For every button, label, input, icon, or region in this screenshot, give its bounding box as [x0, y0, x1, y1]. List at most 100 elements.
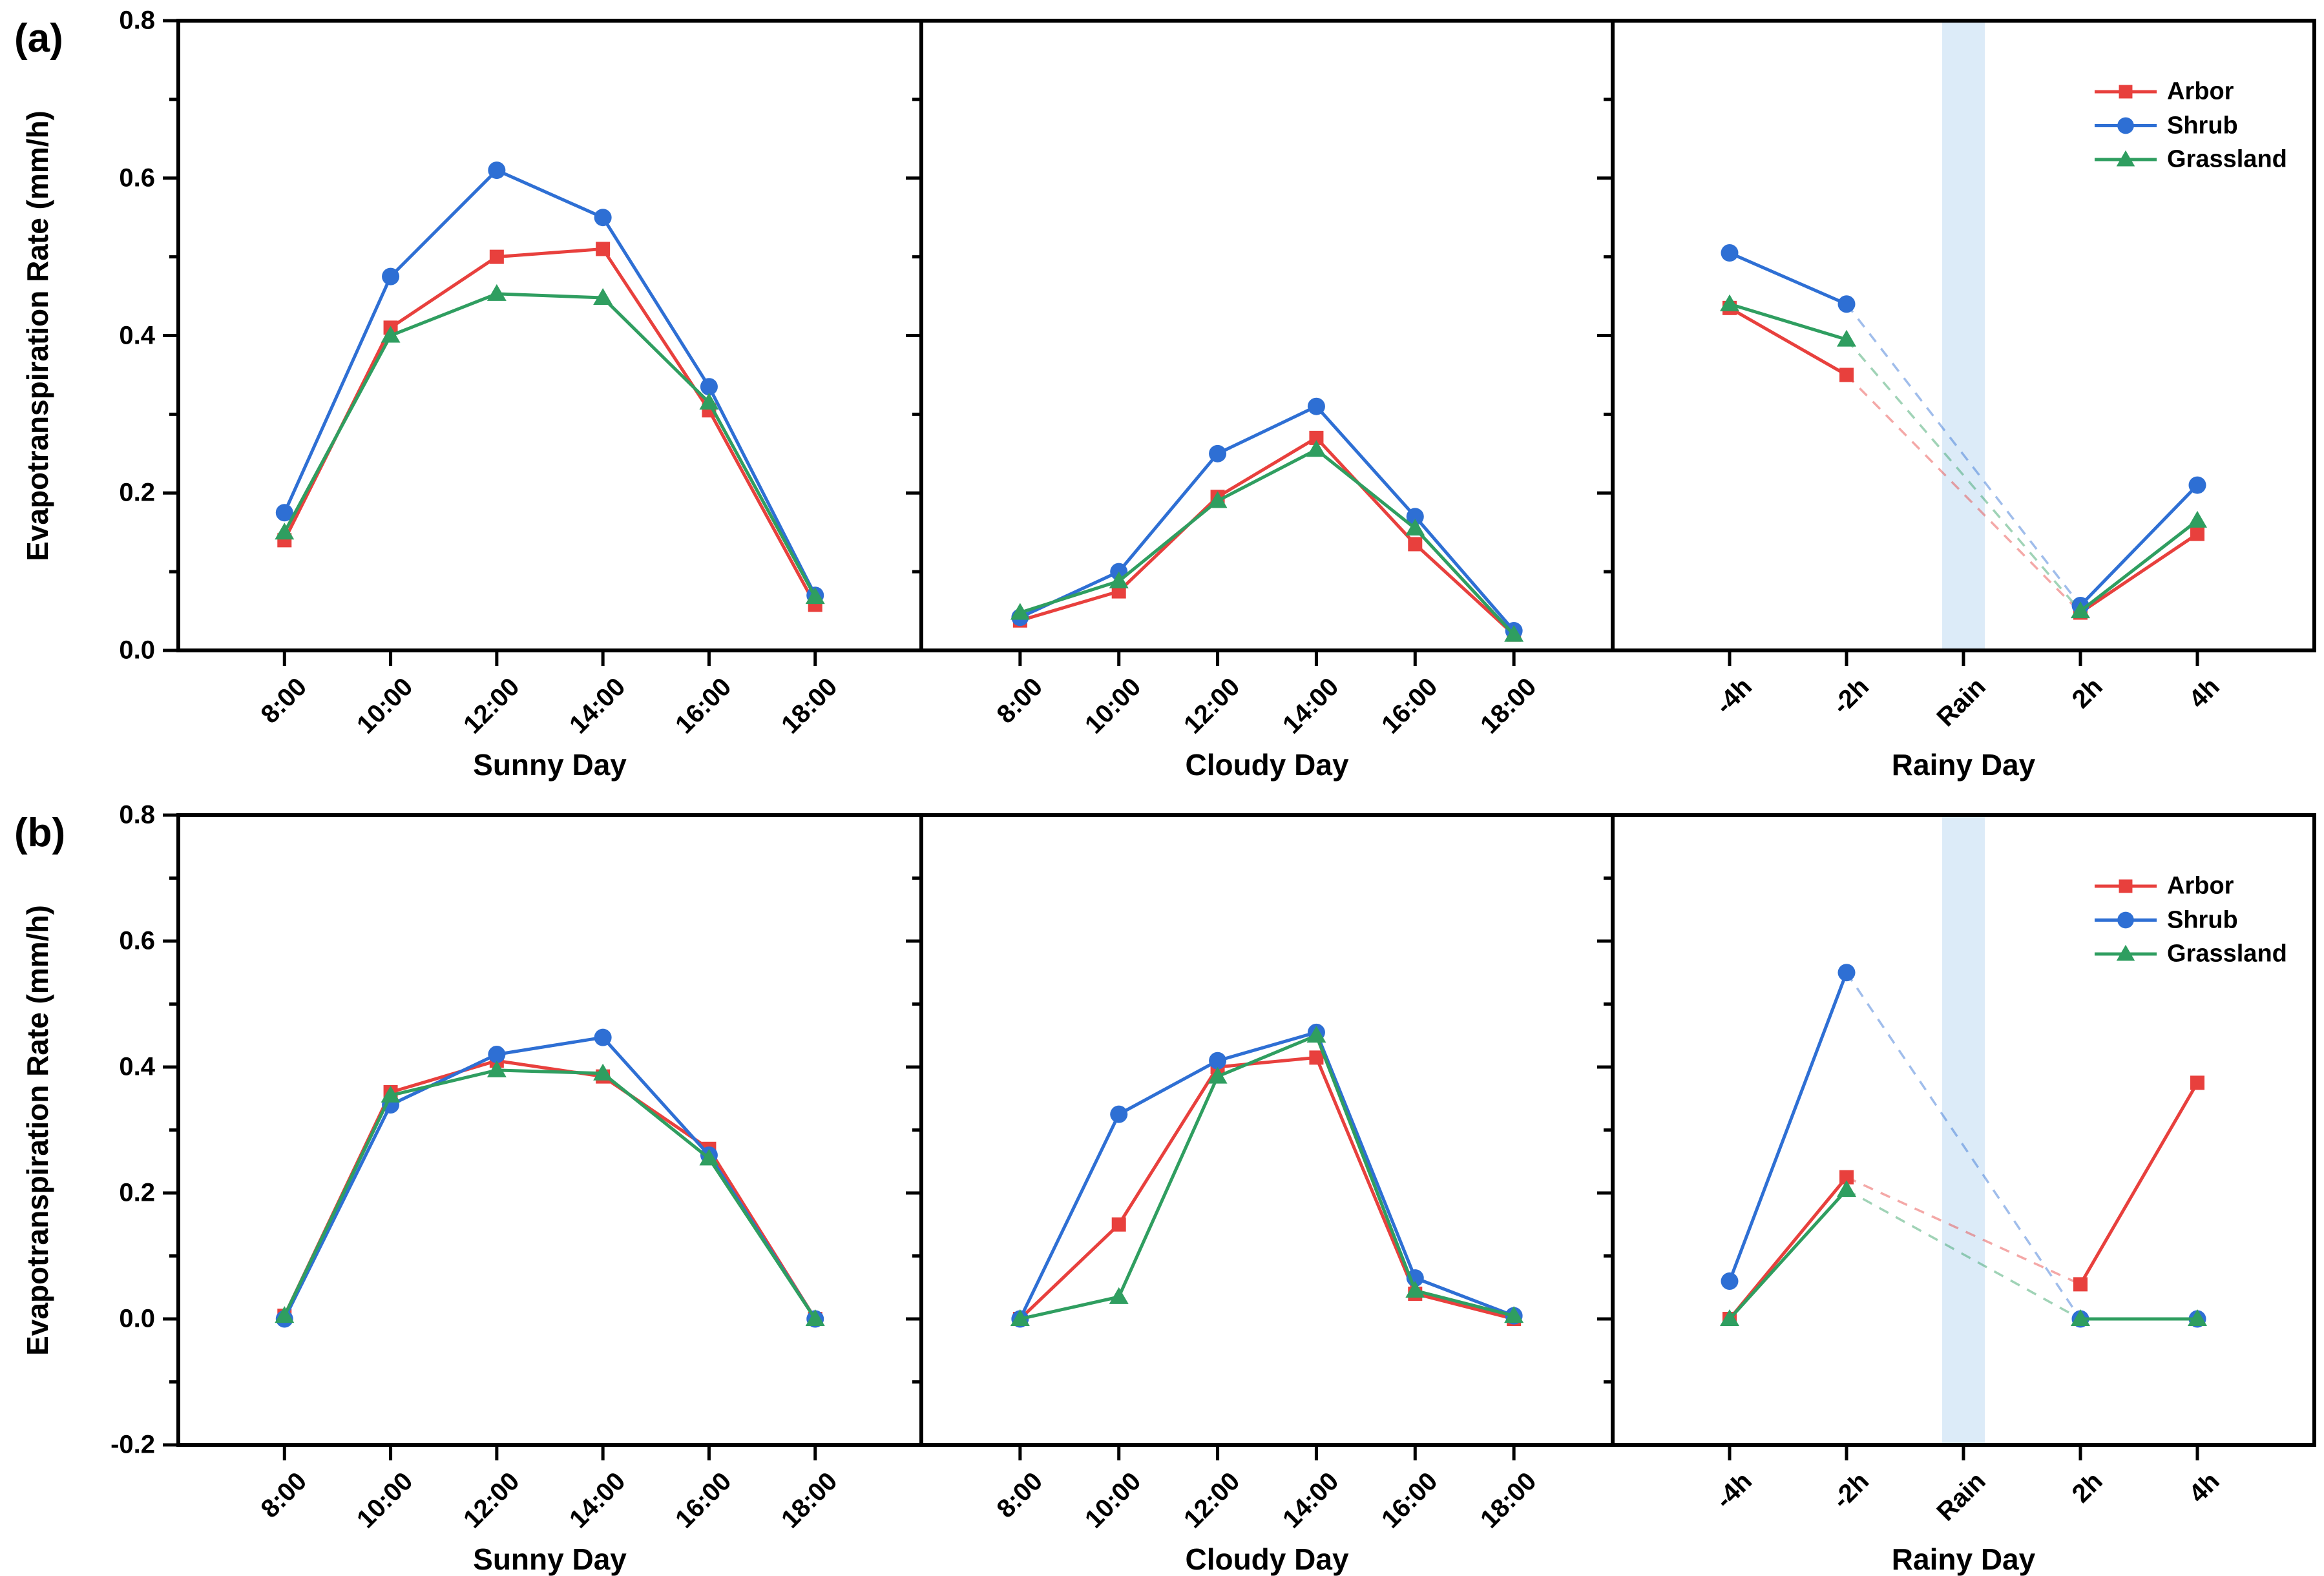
- series-line: [1019, 1223, 1120, 1320]
- row-tag: (b): [14, 811, 66, 855]
- series-dashed-connector: [1845, 303, 2082, 607]
- series-line: [1414, 1292, 1514, 1321]
- x-axis-title: Cloudy Day: [1185, 1542, 1349, 1576]
- series-line: [389, 169, 498, 278]
- series-line: [602, 296, 711, 404]
- series-line: [707, 386, 817, 596]
- x-tick-label: 8:00: [991, 672, 1048, 729]
- y-tick-label: 0.8: [119, 800, 155, 829]
- series-line: [1020, 1295, 1120, 1321]
- series-marker-triangle: [2071, 601, 2090, 619]
- series-line: [1315, 1057, 1417, 1294]
- y-tick-label: 0.2: [119, 1178, 155, 1207]
- y-tick-label: 0.0: [119, 1304, 155, 1333]
- series-marker-square: [2190, 526, 2204, 541]
- series-marker-triangle: [275, 1306, 295, 1323]
- y-tick-label: 0.0: [119, 636, 155, 665]
- series-line: [707, 401, 817, 598]
- series-line: [1118, 499, 1219, 583]
- series-marker-square: [1111, 1217, 1126, 1232]
- series-marker-square: [2190, 1075, 2204, 1090]
- legend-label: Grassland: [2167, 940, 2287, 968]
- series-marker-triangle: [1208, 491, 1228, 508]
- series-marker-triangle: [1208, 1066, 1228, 1084]
- series-marker-triangle: [1720, 1309, 1739, 1326]
- series-line: [1315, 448, 1416, 530]
- x-tick-label: 10:00: [351, 1467, 419, 1534]
- series-line: [1117, 452, 1219, 573]
- series-line: [390, 292, 497, 337]
- x-tick-label: 16:00: [1376, 1467, 1443, 1534]
- series-line: [1315, 405, 1417, 518]
- series-marker-square: [2119, 879, 2133, 893]
- legend-label: Arbor: [2167, 872, 2234, 900]
- series-line: [1019, 570, 1120, 619]
- x-tick-label: 16:00: [1376, 672, 1443, 740]
- series-marker-triangle: [593, 1063, 613, 1081]
- series-marker-circle: [594, 209, 612, 227]
- series-line: [707, 1157, 817, 1320]
- series-marker-triangle: [1405, 1281, 1425, 1298]
- series-marker-circle: [1110, 1105, 1128, 1123]
- series-marker-square: [1309, 1050, 1324, 1065]
- series-marker-triangle: [1720, 294, 1739, 311]
- series-marker-triangle: [381, 326, 401, 343]
- x-tick-label: -2h: [1827, 672, 1875, 720]
- series-line: [1414, 527, 1515, 636]
- x-tick-label: 10:00: [1080, 672, 1147, 740]
- series-line: [1728, 1188, 1848, 1320]
- series-line: [1729, 302, 1847, 341]
- series-marker-triangle: [1837, 329, 1856, 347]
- series-line: [1217, 404, 1317, 455]
- series-marker-triangle: [1504, 1306, 1524, 1323]
- series-marker-circle: [2117, 117, 2134, 134]
- series-marker-triangle: [487, 284, 507, 301]
- x-tick-label: 12:00: [457, 672, 525, 740]
- series-marker-circle: [1406, 508, 1424, 526]
- x-tick-label: 14:00: [563, 672, 631, 740]
- series-dashed-connector: [1845, 971, 2082, 1320]
- series-marker-square: [1839, 368, 1854, 382]
- rain-band: [1942, 23, 1985, 648]
- series-marker-circle: [1837, 964, 1856, 982]
- x-tick-label: 12:00: [1178, 672, 1246, 740]
- series-line: [1217, 1033, 1317, 1078]
- series-line: [1728, 971, 1848, 1282]
- x-tick-label: 12:00: [457, 1467, 525, 1534]
- x-tick-label: 14:00: [1277, 672, 1345, 740]
- series-line: [496, 1035, 603, 1056]
- series-marker-triangle: [1837, 1180, 1856, 1198]
- legend-label: Shrub: [2167, 906, 2238, 933]
- series-line: [1315, 1032, 1417, 1279]
- series-line: [1414, 1289, 1514, 1318]
- x-tick-label: 16:00: [670, 1467, 737, 1534]
- series-marker-circle: [1721, 244, 1739, 262]
- legend-label: Shrub: [2167, 112, 2238, 139]
- series-marker-triangle: [1504, 625, 1524, 642]
- series-line: [1414, 1276, 1515, 1318]
- series-line: [1217, 1055, 1317, 1069]
- series-line: [496, 247, 603, 259]
- x-axis-title: Rainy Day: [1891, 748, 2036, 782]
- x-tick-label: -4h: [1710, 1467, 1758, 1515]
- series-line: [1728, 251, 1848, 306]
- series-marker-circle: [1721, 1272, 1739, 1290]
- series-line: [283, 1104, 392, 1320]
- series-marker-square: [2119, 85, 2133, 99]
- series-line: [1315, 1035, 1417, 1292]
- series-line: [283, 1094, 392, 1317]
- x-tick-label: 10:00: [351, 672, 419, 740]
- series-dashed-connector: [1846, 1188, 2081, 1320]
- x-axis-title: Rainy Day: [1891, 1542, 2036, 1576]
- series-marker-circle: [2117, 911, 2134, 929]
- series-marker-triangle: [805, 587, 825, 605]
- series-marker-triangle: [1306, 1026, 1326, 1043]
- series-marker-triangle: [487, 1060, 507, 1077]
- row-tag: (a): [14, 16, 63, 61]
- series-marker-square: [1309, 430, 1324, 445]
- series-line: [1118, 1059, 1219, 1116]
- series-marker-triangle: [1010, 1309, 1030, 1326]
- series-marker-square: [1408, 537, 1423, 552]
